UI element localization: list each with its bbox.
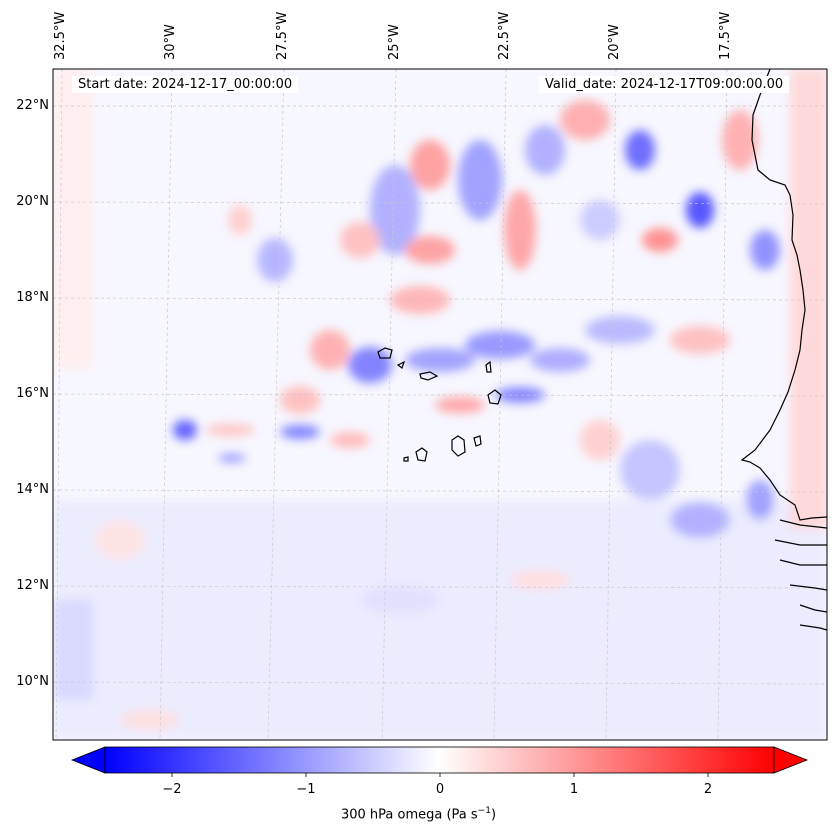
coastline	[377, 69, 827, 631]
lon-label: 25°W	[387, 24, 402, 60]
colorbar-label-text: 300 hPa omega (Pa s	[340, 807, 478, 823]
colorbar-ticks	[171, 773, 709, 777]
map-frame	[52, 68, 828, 741]
lon-label: 17.5°W	[718, 11, 733, 60]
lat-label: 18°N	[16, 290, 49, 305]
colorbar-gradient	[104, 746, 775, 774]
lat-label: 20°N	[16, 194, 49, 209]
lat-label: 22°N	[16, 98, 49, 113]
lon-label: 20°W	[607, 24, 622, 60]
colorbar-tick-label: 2	[703, 782, 713, 797]
colorbar-tick-label: 1	[569, 782, 579, 797]
colorbar-label-exponent: −1	[477, 806, 491, 816]
colorbar-tick-label: −2	[162, 782, 182, 797]
gridlines	[53, 69, 827, 740]
colorbar-tick-label: −1	[296, 782, 316, 797]
lon-label: 27.5°W	[275, 11, 290, 60]
colorbar-label-end: )	[490, 807, 497, 823]
colorbar-label: 300 hPa omega (Pa s−1)	[0, 806, 837, 822]
colorbar-extend-high	[773, 746, 809, 774]
omega-field	[53, 69, 827, 740]
colorbar-tick-label: 0	[435, 782, 445, 797]
lon-label: 32.5°W	[53, 11, 68, 60]
lat-label: 14°N	[16, 482, 49, 497]
lat-label: 12°N	[16, 578, 49, 593]
lon-label: 30°W	[163, 24, 178, 60]
lon-label: 22.5°W	[497, 11, 512, 60]
colorbar	[70, 746, 809, 777]
lat-label: 16°N	[16, 386, 49, 401]
start-date-label: Start date: 2024-12-17_00:00:00	[72, 76, 299, 93]
colorbar-extend-low	[70, 746, 106, 774]
valid-date-label: Valid_date: 2024-12-17T09:00:00.00	[539, 76, 790, 93]
lat-label: 10°N	[16, 674, 49, 689]
